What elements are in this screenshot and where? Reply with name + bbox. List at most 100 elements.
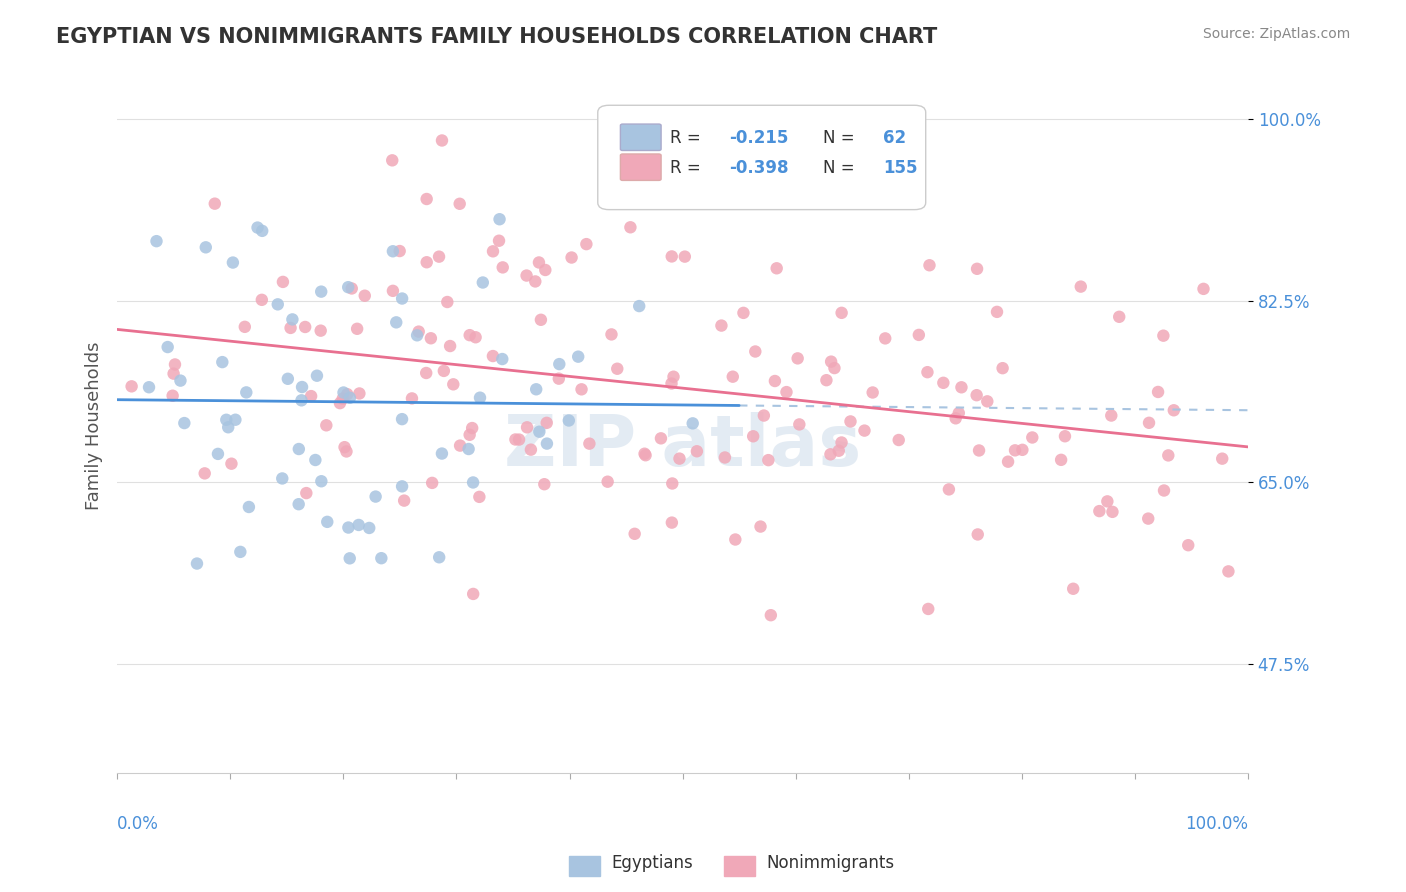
Text: Source: ZipAtlas.com: Source: ZipAtlas.com xyxy=(1202,27,1350,41)
Point xyxy=(516,420,538,434)
Text: 155: 155 xyxy=(883,159,917,177)
Point xyxy=(1021,430,1043,444)
Point xyxy=(536,436,558,450)
Point xyxy=(1053,429,1076,443)
Point xyxy=(309,324,332,338)
Point xyxy=(917,365,939,379)
Point xyxy=(304,453,326,467)
Point xyxy=(853,424,876,438)
Point xyxy=(938,483,960,497)
Point xyxy=(619,220,641,235)
Point xyxy=(775,385,797,400)
Point xyxy=(194,240,217,254)
Point xyxy=(527,255,550,269)
Point xyxy=(427,550,450,565)
Point xyxy=(533,477,555,491)
Point xyxy=(337,520,360,534)
Point xyxy=(575,237,598,252)
Point xyxy=(204,196,226,211)
Text: 62: 62 xyxy=(883,129,905,147)
Point xyxy=(464,330,486,344)
Point xyxy=(1099,409,1122,423)
Point xyxy=(281,312,304,326)
Point xyxy=(250,293,273,307)
Point xyxy=(381,244,404,259)
Text: -0.398: -0.398 xyxy=(728,159,789,177)
Point xyxy=(332,392,354,406)
Point xyxy=(1147,384,1170,399)
Point xyxy=(163,358,186,372)
Point xyxy=(823,361,845,376)
Point xyxy=(966,261,988,276)
Point xyxy=(733,306,755,320)
Point xyxy=(391,479,413,493)
Point xyxy=(839,414,862,428)
Point xyxy=(831,435,853,450)
Point xyxy=(346,322,368,336)
Point xyxy=(950,380,973,394)
Point xyxy=(908,327,931,342)
Point xyxy=(229,545,252,559)
Point xyxy=(789,417,811,432)
Point xyxy=(364,490,387,504)
Point xyxy=(336,387,359,401)
Point xyxy=(458,427,481,442)
Y-axis label: Family Households: Family Households xyxy=(86,341,103,509)
Text: 0.0%: 0.0% xyxy=(117,815,159,833)
Point xyxy=(744,344,766,359)
Point xyxy=(917,602,939,616)
Point xyxy=(561,251,583,265)
Point xyxy=(721,369,744,384)
Point xyxy=(547,372,569,386)
Point xyxy=(752,409,775,423)
Point xyxy=(520,442,543,457)
Point xyxy=(392,493,415,508)
Point xyxy=(316,515,339,529)
Point xyxy=(749,519,772,533)
Point xyxy=(710,318,733,333)
Point xyxy=(875,331,897,345)
Point xyxy=(966,388,988,402)
Point xyxy=(156,340,179,354)
Point xyxy=(534,263,557,277)
Point xyxy=(650,431,672,445)
Point xyxy=(606,361,628,376)
Point xyxy=(1070,279,1092,293)
Point xyxy=(759,608,782,623)
Point xyxy=(277,372,299,386)
Point xyxy=(786,351,808,366)
Point xyxy=(887,433,910,447)
Point xyxy=(401,392,423,406)
Point xyxy=(267,297,290,311)
Point xyxy=(1011,442,1033,457)
Point xyxy=(628,299,651,313)
Point xyxy=(1211,451,1233,466)
Point xyxy=(287,497,309,511)
Point xyxy=(682,417,704,431)
Text: EGYPTIAN VS NONIMMIGRANTS FAMILY HOUSEHOLDS CORRELATION CHART: EGYPTIAN VS NONIMMIGRANTS FAMILY HOUSEHO… xyxy=(56,27,938,46)
Point xyxy=(449,439,471,453)
Point xyxy=(436,295,458,310)
Point xyxy=(332,385,354,400)
Point xyxy=(1218,565,1240,579)
Point xyxy=(634,448,657,462)
Point xyxy=(471,276,494,290)
Point xyxy=(408,325,430,339)
Point xyxy=(419,331,441,345)
Point xyxy=(918,258,941,272)
Point xyxy=(173,416,195,430)
Point xyxy=(815,373,838,387)
Text: -0.215: -0.215 xyxy=(728,129,789,147)
Point xyxy=(271,471,294,485)
Point xyxy=(714,450,737,465)
Point xyxy=(339,551,361,566)
Point xyxy=(508,433,530,447)
Point xyxy=(661,249,683,263)
Point xyxy=(353,289,375,303)
Point xyxy=(169,374,191,388)
Point xyxy=(578,436,600,450)
Point xyxy=(138,380,160,394)
Point xyxy=(430,446,453,460)
Point xyxy=(370,551,392,566)
Point xyxy=(596,475,619,489)
